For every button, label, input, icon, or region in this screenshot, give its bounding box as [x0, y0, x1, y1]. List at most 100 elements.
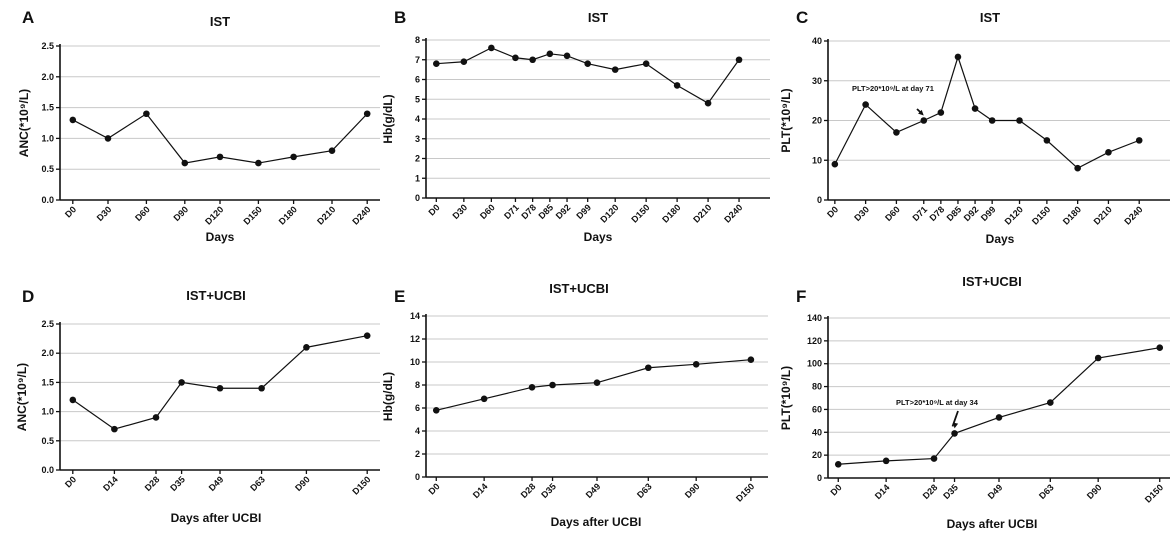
- x-tick-label: D150: [629, 202, 651, 224]
- x-tick-label: D28: [143, 474, 162, 493]
- data-point: [529, 56, 536, 64]
- data-point: [954, 53, 962, 61]
- y-tick-label: 3: [415, 134, 420, 144]
- y-tick-label: 0.0: [41, 195, 54, 205]
- data-point: [747, 356, 755, 364]
- data-point: [1043, 137, 1051, 144]
- y-axis-label: ANC(*10⁹/L): [15, 363, 29, 431]
- data-point: [181, 159, 189, 167]
- x-tick-label: D210: [315, 204, 337, 226]
- x-tick-label: D240: [722, 202, 744, 224]
- x-tick-label: D63: [635, 481, 654, 500]
- y-axis-label: PLT(*10⁹/L): [779, 366, 793, 430]
- data-point: [460, 58, 468, 66]
- panel-title: IST+UCBI: [186, 288, 246, 303]
- panel-letter: D: [22, 287, 34, 306]
- x-tick-label: D85: [537, 202, 556, 221]
- y-tick-label: 100: [807, 359, 822, 369]
- y-tick-label: 40: [812, 36, 822, 46]
- data-point: [290, 153, 297, 161]
- data-point: [937, 109, 945, 116]
- x-tick-label: D99: [574, 202, 593, 221]
- x-tick-label: D30: [852, 204, 871, 223]
- x-tick-label: D90: [1085, 482, 1104, 501]
- data-point: [1105, 149, 1112, 156]
- chart-panel-e: 0 2 4 6 8 10 12 14 D0 D14 D28 D35 D49 D63 D90 D150 E IST+…: [381, 281, 768, 529]
- x-tick-label: D49: [584, 481, 603, 500]
- y-tick-label: 30: [812, 76, 822, 86]
- y-tick-label: 0: [415, 193, 420, 203]
- x-tick-label: D35: [941, 482, 960, 501]
- x-tick-label: D150: [1030, 204, 1052, 226]
- y-tick-label: 0: [817, 195, 822, 205]
- series-line: [72, 335, 368, 430]
- x-tick-label: D0: [426, 481, 441, 496]
- x-tick-label: D90: [683, 481, 702, 500]
- y-tick-label: 1: [415, 173, 420, 183]
- x-axis-label: Days after UCBI: [947, 517, 1038, 531]
- x-tick-label: D78: [519, 202, 538, 221]
- y-tick-label: 0: [817, 473, 822, 483]
- data-point: [673, 82, 681, 89]
- data-point: [328, 147, 336, 155]
- data-point: [69, 116, 77, 124]
- x-axis-label: Days: [986, 232, 1015, 246]
- y-axis-label: Hb(g/dL): [381, 372, 395, 421]
- y-tick-label: 2.5: [41, 41, 54, 51]
- y-tick-label: 12: [410, 334, 420, 344]
- y-tick-label: 1.0: [41, 133, 54, 143]
- x-tick-label: D150: [734, 481, 756, 503]
- x-tick-label: D30: [451, 202, 470, 221]
- panel-letter: C: [796, 8, 808, 27]
- data-point: [862, 101, 869, 108]
- data-point: [1094, 354, 1102, 362]
- data-point: [528, 384, 536, 391]
- x-tick-label: D35: [168, 474, 187, 493]
- data-point: [143, 110, 150, 118]
- y-tick-label: 80: [812, 382, 822, 392]
- data-point: [488, 44, 495, 52]
- data-point: [1047, 399, 1054, 406]
- x-axis-label: Days: [584, 230, 613, 244]
- y-tick-label: 1.5: [41, 377, 54, 387]
- y-tick-label: 14: [410, 311, 420, 321]
- x-tick-label: D0: [63, 204, 78, 219]
- data-point: [704, 99, 712, 107]
- x-axis-label: Days after UCBI: [551, 515, 642, 529]
- data-point: [831, 160, 839, 168]
- data-point: [216, 153, 224, 161]
- x-tick-label: D85: [945, 204, 964, 223]
- y-axis-label: PLT(*10⁹/L): [779, 88, 793, 152]
- data-point: [433, 60, 440, 67]
- series-line: [838, 347, 1160, 465]
- x-tick-label: D28: [519, 481, 538, 500]
- x-tick-label: D49: [207, 474, 226, 493]
- x-tick-label: D150: [242, 204, 264, 226]
- data-point: [834, 460, 842, 468]
- data-point: [111, 425, 118, 433]
- data-point: [951, 430, 958, 437]
- data-point: [104, 135, 112, 142]
- y-tick-label: 10: [410, 357, 420, 367]
- x-tick-label: D60: [883, 204, 902, 223]
- series-line: [436, 47, 740, 104]
- data-point: [995, 414, 1003, 421]
- y-tick-label: 2.5: [41, 319, 54, 329]
- data-point: [546, 50, 554, 58]
- data-point: [563, 52, 571, 60]
- y-tick-label: 20: [812, 450, 822, 460]
- y-tick-label: 6: [415, 75, 420, 85]
- y-tick-label: 2: [415, 154, 420, 164]
- y-axis-label: Hb(g/dL): [381, 94, 395, 143]
- x-tick-label: D240: [1122, 204, 1144, 226]
- y-tick-label: 0.5: [41, 436, 54, 446]
- x-tick-label: D150: [1143, 482, 1165, 504]
- y-tick-label: 120: [807, 336, 822, 346]
- x-tick-label: D60: [478, 202, 497, 221]
- data-point: [303, 344, 310, 351]
- x-tick-label: D120: [203, 204, 225, 226]
- y-tick-label: 0.0: [41, 465, 54, 475]
- x-tick-label: D92: [962, 204, 981, 223]
